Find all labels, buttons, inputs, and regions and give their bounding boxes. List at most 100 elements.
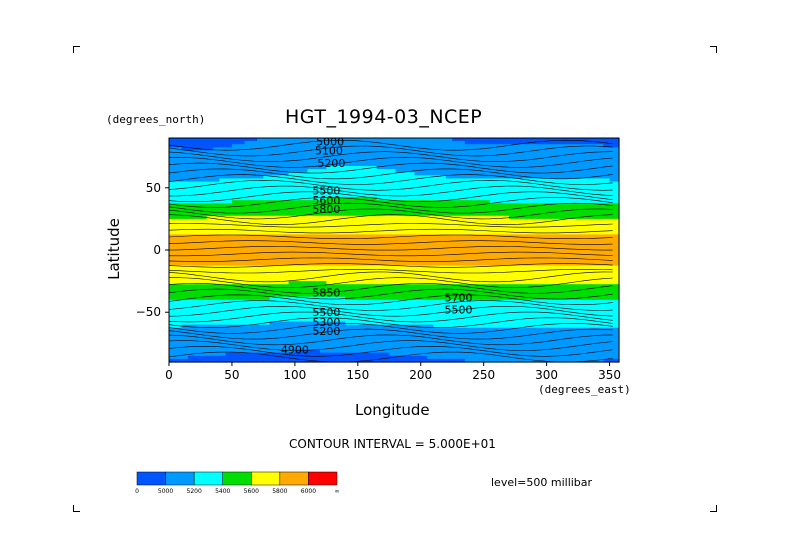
field-cell	[395, 200, 403, 204]
field-cell	[571, 306, 579, 310]
field-cell	[231, 209, 239, 214]
field-cell	[395, 243, 403, 248]
field-cell	[389, 253, 397, 257]
field-cell	[194, 150, 202, 155]
field-cell	[590, 147, 598, 152]
field-cell	[559, 346, 567, 351]
field-cell	[590, 246, 598, 251]
field-cell	[603, 343, 611, 348]
field-cell	[169, 321, 176, 326]
field-cell	[382, 156, 390, 161]
field-cell	[269, 231, 277, 236]
field-cell	[238, 299, 246, 304]
field-cell	[206, 349, 214, 354]
field-cell	[326, 321, 334, 326]
field-cell	[603, 321, 611, 326]
field-cell	[345, 346, 353, 351]
field-cell	[420, 259, 428, 264]
field-cell	[552, 334, 560, 338]
field-cell	[584, 268, 592, 273]
field-cell	[540, 321, 548, 326]
field-cell	[596, 318, 604, 323]
field-cell	[571, 293, 579, 298]
field-cell	[414, 324, 422, 329]
field-cell	[571, 309, 579, 313]
field-cell	[332, 340, 340, 344]
field-cell	[282, 324, 290, 329]
field-cell	[282, 293, 290, 298]
field-cell	[206, 306, 214, 310]
field-cell	[313, 250, 321, 254]
field-cell	[294, 138, 302, 142]
field-cell	[590, 184, 598, 189]
field-cell	[489, 138, 497, 142]
field-cell	[521, 166, 529, 170]
field-cell	[376, 209, 384, 214]
field-cell	[395, 343, 403, 348]
field-cell	[175, 215, 183, 220]
field-cell	[382, 256, 390, 260]
field-cell	[596, 203, 604, 208]
field-cell	[609, 190, 617, 195]
field-cell	[263, 321, 271, 326]
field-cell	[194, 175, 202, 180]
field-cell	[578, 346, 585, 351]
field-cell	[596, 169, 604, 173]
field-cell	[187, 147, 195, 152]
field-cell	[194, 231, 202, 236]
field-cell	[521, 299, 529, 304]
field-cell	[427, 169, 434, 173]
field-cell	[263, 284, 271, 288]
field-cell	[231, 166, 239, 170]
field-cell	[527, 337, 535, 341]
field-cell	[508, 141, 516, 145]
field-cell	[345, 309, 353, 313]
field-cell	[552, 268, 560, 273]
field-cell	[578, 206, 585, 211]
field-cell	[338, 222, 346, 226]
field-cell	[376, 253, 384, 257]
field-cell	[389, 203, 397, 208]
field-cell	[515, 172, 523, 176]
field-cell	[609, 181, 617, 186]
field-cell	[288, 284, 296, 288]
field-cell	[282, 340, 290, 344]
field-cell	[609, 206, 617, 211]
field-cell	[181, 290, 189, 295]
field-cell	[508, 268, 516, 273]
field-cell	[508, 162, 516, 167]
field-cell	[502, 209, 510, 214]
field-cell	[238, 315, 246, 320]
field-cell	[357, 156, 365, 161]
field-cell	[213, 340, 220, 344]
field-cell	[603, 218, 611, 223]
field-cell	[200, 321, 208, 326]
field-cell	[603, 187, 611, 192]
field-cell	[364, 200, 371, 204]
field-cell	[307, 330, 315, 335]
field-cell	[370, 312, 378, 316]
field-cell	[288, 181, 296, 186]
field-cell	[477, 246, 485, 251]
field-cell	[275, 150, 283, 155]
field-cell	[345, 278, 353, 282]
field-cell	[194, 206, 202, 211]
field-cell	[559, 194, 567, 198]
field-cell	[496, 337, 504, 341]
field-cell	[169, 141, 176, 145]
field-cell	[332, 346, 340, 351]
field-cell	[609, 178, 617, 183]
field-cell	[458, 212, 466, 217]
field-cell	[257, 225, 264, 229]
field-cell	[590, 203, 598, 208]
field-cell	[559, 334, 567, 338]
field-cell	[269, 181, 277, 186]
field-cell	[187, 330, 195, 335]
field-cell	[332, 175, 340, 180]
field-cell	[590, 141, 598, 145]
field-cell	[552, 287, 560, 292]
field-cell	[559, 156, 567, 161]
field-cell	[534, 330, 541, 335]
field-cell	[471, 250, 478, 254]
field-cell	[534, 194, 541, 198]
